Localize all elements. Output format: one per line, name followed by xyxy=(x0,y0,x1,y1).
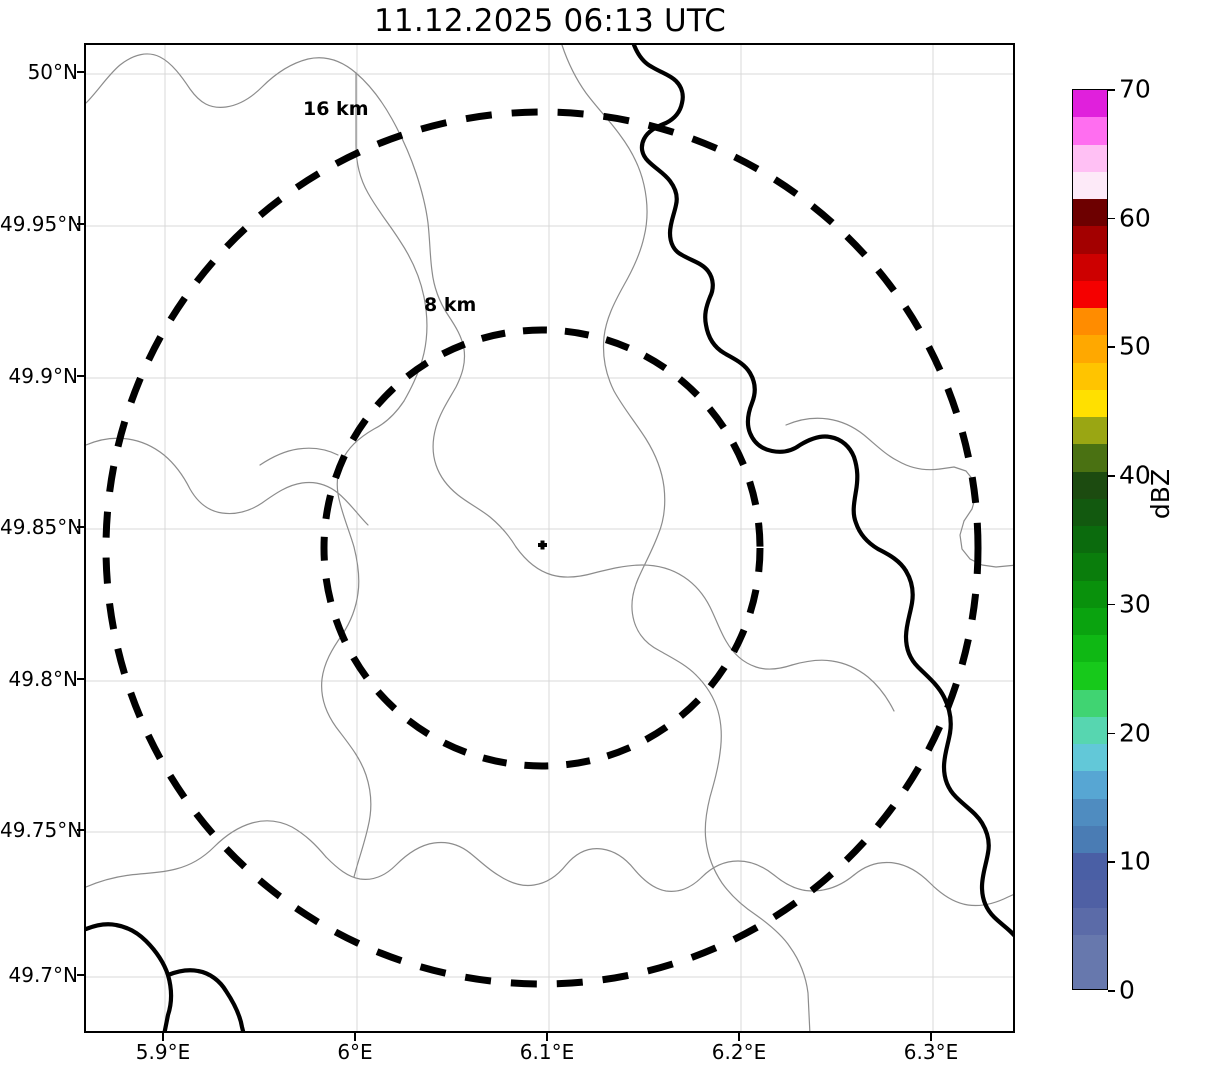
range-ring-8km xyxy=(320,326,764,770)
colorbar-band xyxy=(1073,689,1107,717)
page-title: 11.12.2025 06:13 UTC xyxy=(374,3,726,39)
lat-tick-label: 49.9°N xyxy=(8,364,79,388)
lat-tick-label: 49.8°N xyxy=(8,667,79,691)
colorbar-tick-label: 0 xyxy=(1119,975,1135,1005)
lon-tick-label: 5.9°E xyxy=(135,1040,191,1064)
lon-tick-label: 6.2°E xyxy=(711,1040,767,1064)
lat-tick-label: 49.95°N xyxy=(0,212,83,236)
colorbar-tick-mark xyxy=(1108,89,1115,91)
colorbar-tick-mark xyxy=(1108,861,1115,863)
colorbar-tick-mark xyxy=(1108,990,1115,992)
colorbar-band xyxy=(1073,335,1107,363)
colorbar-band xyxy=(1073,716,1107,744)
colorbar-tick-label: 10 xyxy=(1119,846,1151,876)
colorbar-tick-mark xyxy=(1108,475,1115,477)
colorbar-band xyxy=(1073,580,1107,608)
colorbar-tick-label: 60 xyxy=(1119,203,1151,233)
lon-tick-label: 6.3°E xyxy=(903,1040,959,1064)
colorbar-tick-mark xyxy=(1108,732,1115,735)
radar-site-marker xyxy=(538,540,547,550)
colorbar-band xyxy=(1073,771,1107,799)
map-canvas xyxy=(86,45,1013,1031)
colorbar-band xyxy=(1073,308,1107,336)
lon-tick-label: 6.1°E xyxy=(519,1040,575,1064)
colorbar-band xyxy=(1073,144,1107,172)
lon-tick-mark xyxy=(546,1033,548,1041)
colorbar-tick-mark xyxy=(1108,346,1115,348)
colorbar-band xyxy=(1073,607,1107,635)
colorbar[interactable] xyxy=(1072,89,1108,990)
country-borders xyxy=(86,45,1013,1031)
colorbar-band xyxy=(1073,117,1107,145)
range-ring-label-8km: 8 km xyxy=(424,294,477,316)
lon-tick-mark xyxy=(738,1033,740,1041)
colorbar-tick-label: 70 xyxy=(1119,74,1151,104)
colorbar-band xyxy=(1073,744,1107,772)
colorbar-band xyxy=(1073,526,1107,554)
colorbar-tick-label: 50 xyxy=(1119,331,1151,361)
grid-lines-latitude xyxy=(86,73,1013,978)
colorbar-band xyxy=(1073,226,1107,254)
colorbar-tick-label: 30 xyxy=(1119,589,1151,619)
colorbar-band xyxy=(1073,853,1107,881)
colorbar-band xyxy=(1073,362,1107,390)
colorbar-band xyxy=(1073,199,1107,227)
lon-tick-mark xyxy=(354,1033,356,1041)
colorbar-band xyxy=(1073,253,1107,281)
lat-tick-label: 49.85°N xyxy=(0,515,83,539)
admin-boundaries xyxy=(86,45,1013,1031)
range-ring-label-16km: 16 km xyxy=(303,98,369,120)
colorbar-band xyxy=(1073,444,1107,472)
map-plot-area[interactable] xyxy=(84,43,1015,1033)
colorbar-band xyxy=(1073,90,1107,118)
colorbar-band xyxy=(1073,553,1107,581)
colorbar-band xyxy=(1073,389,1107,417)
colorbar-band xyxy=(1073,498,1107,526)
colorbar-axis-label: dBZ xyxy=(1146,468,1175,520)
colorbar-band xyxy=(1073,662,1107,690)
range-ring-16km xyxy=(102,108,982,988)
colorbar-band xyxy=(1073,280,1107,308)
colorbar-band xyxy=(1073,934,1107,962)
colorbar-tick-mark xyxy=(1108,217,1115,220)
colorbar-band xyxy=(1073,171,1107,199)
colorbar-band xyxy=(1073,417,1107,445)
colorbar-band xyxy=(1073,471,1107,499)
colorbar-band xyxy=(1073,798,1107,826)
lat-tick-label: 49.7°N xyxy=(8,963,79,987)
colorbar-band xyxy=(1073,825,1107,853)
lat-tick-label: 50°N xyxy=(27,60,78,84)
lon-tick-mark xyxy=(162,1033,164,1041)
colorbar-band xyxy=(1073,962,1107,989)
lat-tick-label: 49.75°N xyxy=(0,818,83,842)
colorbar-band xyxy=(1073,880,1107,908)
colorbar-tick-mark xyxy=(1108,603,1115,606)
grid-lines-longitude xyxy=(164,45,934,1031)
colorbar-band xyxy=(1073,635,1107,663)
colorbar-tick-label: 20 xyxy=(1119,718,1151,748)
lon-tick-label: 6°E xyxy=(337,1040,373,1064)
lon-tick-mark xyxy=(930,1033,932,1041)
colorbar-band xyxy=(1073,907,1107,935)
